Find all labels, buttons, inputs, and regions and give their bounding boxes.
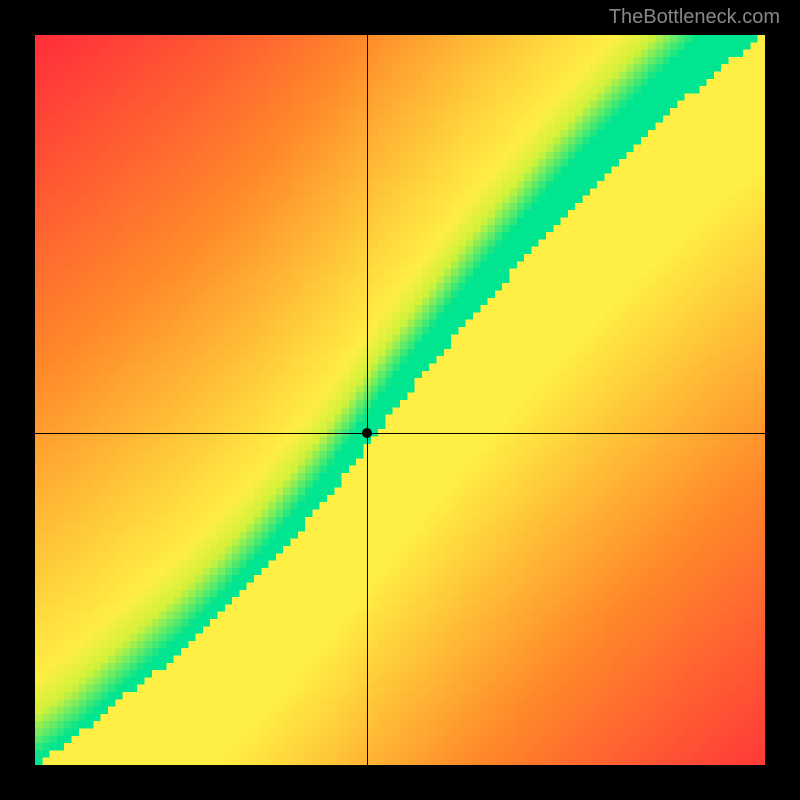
chart-container: TheBottleneck.com [0, 0, 800, 800]
crosshair-horizontal [35, 433, 765, 434]
crosshair-vertical [367, 35, 368, 765]
crosshair-marker [362, 428, 372, 438]
watermark-text: TheBottleneck.com [609, 6, 780, 29]
heatmap-plot [35, 35, 765, 765]
heatmap-canvas [35, 35, 765, 765]
